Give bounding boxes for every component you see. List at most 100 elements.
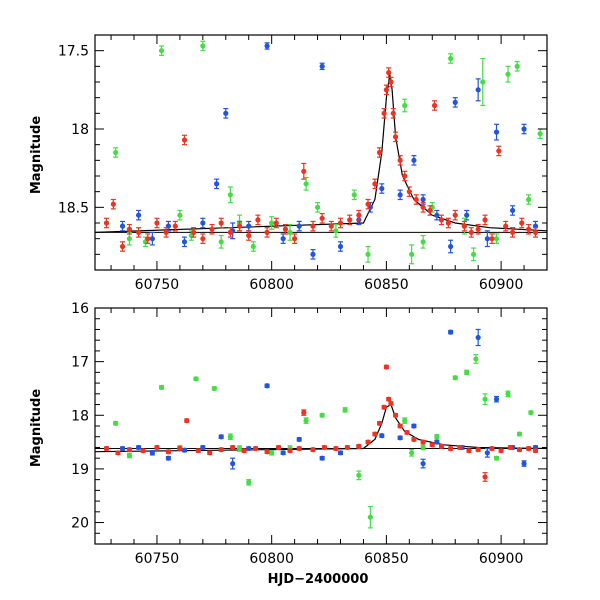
data-point — [383, 87, 389, 93]
bottom-series-2-point-4 — [154, 444, 160, 451]
data-point — [319, 63, 325, 69]
bottom-series-1-point-0 — [113, 420, 119, 426]
data-point — [135, 212, 142, 218]
top-series-2-point-20 — [282, 223, 289, 235]
data-point — [264, 449, 270, 455]
data-point — [218, 220, 224, 226]
data-point — [438, 217, 445, 223]
bottom-series-0 — [119, 328, 539, 470]
bottom-series-2-point-46 — [516, 447, 523, 453]
data-point — [493, 129, 500, 135]
top-series-2-point-3 — [126, 223, 133, 235]
data-point — [372, 181, 378, 187]
data-point — [301, 168, 307, 174]
top-series-2-point-2 — [119, 241, 126, 252]
data-point — [292, 236, 298, 242]
data-point — [493, 455, 500, 461]
bottom-series-2-point-42 — [482, 472, 488, 482]
data-point — [420, 204, 426, 210]
data-point — [337, 243, 344, 250]
top-series-0-point-24 — [452, 97, 458, 108]
top-series-1-point-27 — [505, 65, 511, 83]
top-series-1-point-18 — [402, 98, 408, 113]
data-point — [448, 55, 454, 62]
bottom-series-2-point-0 — [103, 445, 110, 452]
data-point — [181, 447, 188, 453]
data-point — [269, 220, 275, 226]
bottom-series-2-point-13 — [253, 445, 259, 452]
data-point — [321, 444, 328, 451]
data-point — [519, 220, 525, 226]
top-series-0-point-2 — [149, 231, 155, 246]
top-series-1-point-0 — [113, 147, 119, 158]
top-series-2-point-32 — [381, 108, 387, 119]
top-series-2-point-12 — [209, 223, 215, 235]
data-point — [372, 431, 378, 437]
top-series-2-point-29 — [365, 198, 371, 210]
top-series-1-point-3 — [158, 45, 165, 56]
data-point — [427, 207, 433, 214]
data-point — [386, 70, 392, 76]
data-point — [135, 444, 142, 451]
data-point — [397, 423, 403, 429]
bottom-x-tick-label: 60900 — [479, 551, 524, 567]
top-series-2-point-36 — [390, 108, 396, 119]
data-point — [457, 444, 463, 451]
data-point — [177, 445, 183, 452]
top-series-2-point-22 — [301, 162, 307, 180]
top-series-1-point-12 — [287, 223, 293, 241]
top-series-2-point-14 — [227, 227, 233, 238]
data-point — [464, 212, 470, 218]
data-point — [420, 444, 426, 451]
bottom-series-1-point-27 — [528, 409, 534, 416]
bottom-series-1-point-6 — [227, 433, 233, 441]
bottom-series-2-point-12 — [241, 448, 247, 454]
bottom-series-2-point-43 — [489, 445, 495, 452]
bottom-series-2-point-8 — [195, 448, 201, 454]
data-point — [452, 375, 458, 381]
top-series-2-point-48 — [461, 220, 468, 232]
data-point — [365, 439, 371, 445]
data-point — [461, 223, 468, 229]
bottom-series-2-point-2 — [126, 447, 133, 453]
bottom-series-2-point-27 — [381, 404, 387, 410]
data-point — [509, 207, 516, 214]
top-series-1-point-14 — [314, 202, 321, 213]
data-point — [296, 445, 302, 452]
data-point — [381, 404, 387, 410]
top-series-1-point-29 — [526, 194, 532, 205]
data-point — [503, 223, 509, 229]
data-point — [236, 445, 243, 452]
data-point — [397, 157, 403, 163]
data-point — [526, 445, 532, 452]
data-point — [470, 251, 477, 257]
top-series-0-point-6 — [214, 178, 220, 190]
data-point — [402, 102, 408, 109]
bottom-series-2-point-32 — [397, 423, 403, 429]
data-point — [218, 239, 224, 245]
top-series-0-point-29 — [509, 205, 516, 216]
bottom-series-0-point-19 — [434, 439, 440, 445]
data-point — [409, 450, 415, 456]
data-point — [351, 192, 357, 198]
top-series-0-point-18 — [379, 183, 385, 194]
bottom-series-2-point-14 — [264, 449, 270, 455]
top-series-0-point-30 — [521, 123, 527, 135]
bottom-series-2-point-15 — [275, 444, 282, 451]
top-series-1-point-26 — [493, 233, 500, 244]
bottom-y-tick-label: 19 — [71, 462, 89, 478]
data-point — [113, 149, 119, 156]
bottom-series-2-point-38 — [448, 445, 454, 452]
top-series-0-point-0 — [119, 220, 126, 232]
bottom-series-0-point-1 — [135, 444, 142, 451]
top-series-0-point-3 — [165, 220, 172, 232]
bottom-data-layer — [95, 328, 547, 529]
data-point — [475, 334, 481, 341]
data-point — [526, 226, 532, 232]
bottom-series-0-point-18 — [420, 458, 426, 469]
top-series-2-point-26 — [337, 217, 344, 229]
data-point — [484, 450, 490, 456]
bottom-series-2-point-37 — [438, 443, 445, 449]
top-series-2-point-9 — [181, 134, 188, 146]
bottom-series-1-point-15 — [367, 505, 373, 529]
